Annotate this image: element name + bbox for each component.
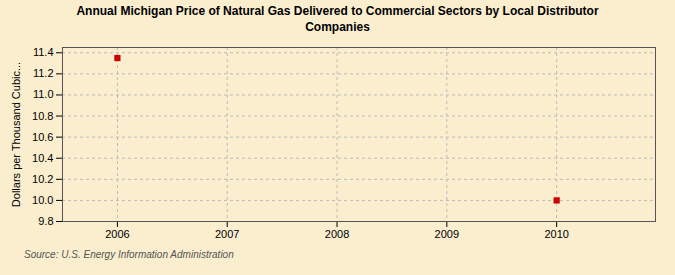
svg-text:2006: 2006 [105,228,129,240]
svg-text:2009: 2009 [435,228,459,240]
svg-text:10.2: 10.2 [32,173,53,185]
svg-text:11.2: 11.2 [33,68,54,80]
html-text:Annual Michigan Price of Natur: Annual Michigan Price of Natural Gas Del… [76,4,599,34]
svg-text:9.8: 9.8 [38,215,53,227]
svg-text:2007: 2007 [215,228,239,240]
svg-text:11.4: 11.4 [33,46,54,58]
svg-text:Dollars per Thousand Cubic...: Dollars per Thousand Cubic... [10,62,22,207]
svg-text:10.0: 10.0 [32,194,53,206]
svg-text:11.0: 11.0 [33,89,54,101]
svg-text:10.8: 10.8 [32,110,53,122]
svg-text:10.4: 10.4 [32,152,53,164]
svg-text:10.6: 10.6 [32,131,53,143]
svg-text:2010: 2010 [544,228,568,240]
svg-text:2008: 2008 [325,228,349,240]
html-text:Source: U.S. Energy Informatio: Source: U.S. Energy Information Administ… [24,249,234,261]
